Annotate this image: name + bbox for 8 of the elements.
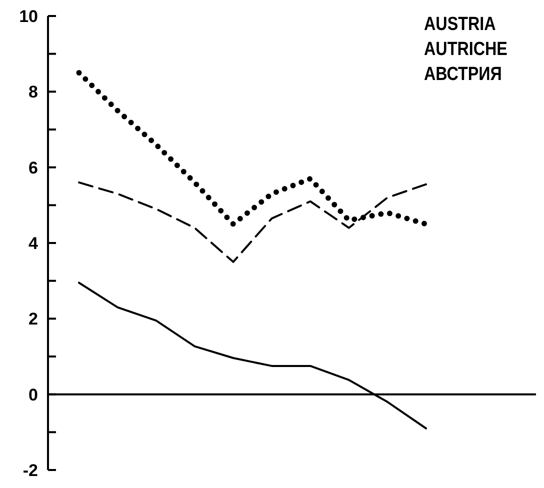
y-tick-label: 6 <box>28 158 38 178</box>
y-tick-label: 8 <box>28 82 38 102</box>
y-tick-label: 10 <box>19 6 38 26</box>
y-tick-label: 0 <box>28 385 38 404</box>
text: AUSTRIA AUTRICHE АВСТРИЯ <box>424 13 508 87</box>
y-tick-label: 2 <box>28 310 38 329</box>
y-tick-label: -2 <box>22 460 38 480</box>
y-tick-label: 4 <box>28 234 39 253</box>
